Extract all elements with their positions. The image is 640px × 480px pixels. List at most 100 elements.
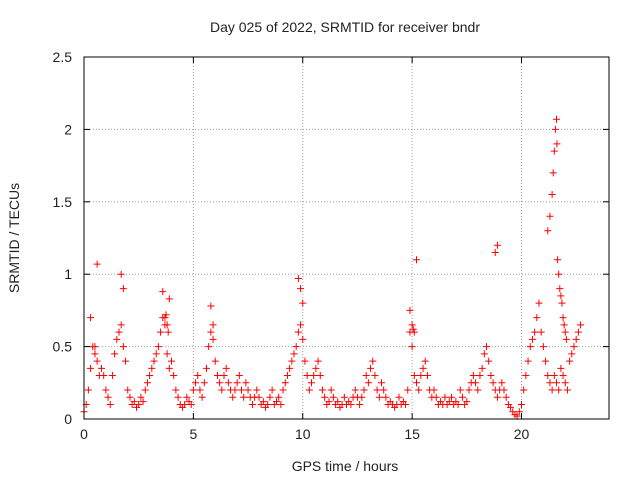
data-point [117,270,125,278]
data-point [266,393,274,401]
data-point [283,372,291,380]
data-point [340,393,348,401]
data-point [410,372,418,380]
data-point [119,343,127,351]
y-tick-label: 1.5 [53,194,73,210]
data-point [297,321,305,329]
data-point [566,357,574,365]
data-point [546,212,554,220]
data-point [568,350,576,358]
data-point [463,398,471,406]
data-point [240,393,248,401]
data-point [288,357,296,365]
data-point [542,357,550,365]
data-point [279,386,287,394]
data-point [310,372,318,380]
data-point [152,350,160,358]
data-point [371,372,379,380]
data-point [87,314,95,322]
points-layer [80,115,585,420]
data-point [395,393,403,401]
data-point [485,357,493,365]
data-point [301,357,309,365]
data-point [255,393,263,401]
data-point [100,372,108,380]
data-point [409,325,417,333]
data-point [556,285,564,293]
data-point [209,335,217,343]
data-point [559,314,567,322]
y-tick-label: 1 [64,266,72,282]
data-point [421,357,429,365]
data-point [554,256,562,264]
data-point [220,372,228,380]
y-axis-label: SRMTID / TECUs [6,183,22,293]
data-point [124,386,132,394]
data-point [533,314,541,322]
data-point [235,372,243,380]
data-point [522,372,530,380]
data-point [539,343,547,351]
data-point [483,343,490,351]
data-point [102,386,110,394]
data-point [162,311,170,319]
data-point [498,379,506,387]
data-point [531,328,539,336]
data-point [168,357,175,365]
data-point [360,386,368,394]
data-point [454,401,462,409]
data-point [369,357,377,365]
data-point [491,248,499,256]
y-tick-label: 2.5 [53,49,73,65]
data-point [557,292,565,300]
data-point [553,140,561,148]
data-point [297,285,305,293]
data-point [148,364,156,372]
data-point [458,393,466,401]
data-point [410,328,418,336]
data-point [404,386,412,394]
data-point [560,321,568,329]
data-point [316,372,324,380]
data-point [419,364,427,372]
data-point [290,350,298,358]
data-point [126,393,134,401]
data-point [119,285,127,293]
data-point [172,386,180,394]
data-point [159,288,167,296]
data-point [406,306,414,314]
data-point [165,295,173,303]
data-point [137,393,145,401]
data-point [244,386,252,394]
data-point [292,343,300,351]
data-point [196,386,204,394]
data-point [550,372,558,380]
data-point [526,343,534,351]
data-point [299,335,307,343]
data-point [553,115,560,123]
data-point [218,386,226,394]
data-point [303,372,311,380]
data-point [318,386,326,394]
data-point [351,386,359,394]
data-point [253,386,261,394]
ticks-layer: 0 5 10 15 20 0 0.5 1 1.5 2 2.5 [53,49,609,442]
data-point [548,191,556,199]
data-point [423,372,431,380]
data-point [561,379,569,387]
data-point [325,398,333,406]
data-point [200,379,208,387]
data-point [203,364,210,372]
data-point [154,343,162,351]
data-point [563,386,571,394]
data-point [572,335,580,343]
data-point [502,393,510,401]
data-point [312,364,320,372]
data-point [408,321,416,329]
y-tick-label: 0.5 [53,339,73,355]
data-point [441,393,449,401]
data-point [528,335,536,343]
data-point [544,227,552,235]
data-point [557,364,565,372]
data-point [480,350,488,358]
